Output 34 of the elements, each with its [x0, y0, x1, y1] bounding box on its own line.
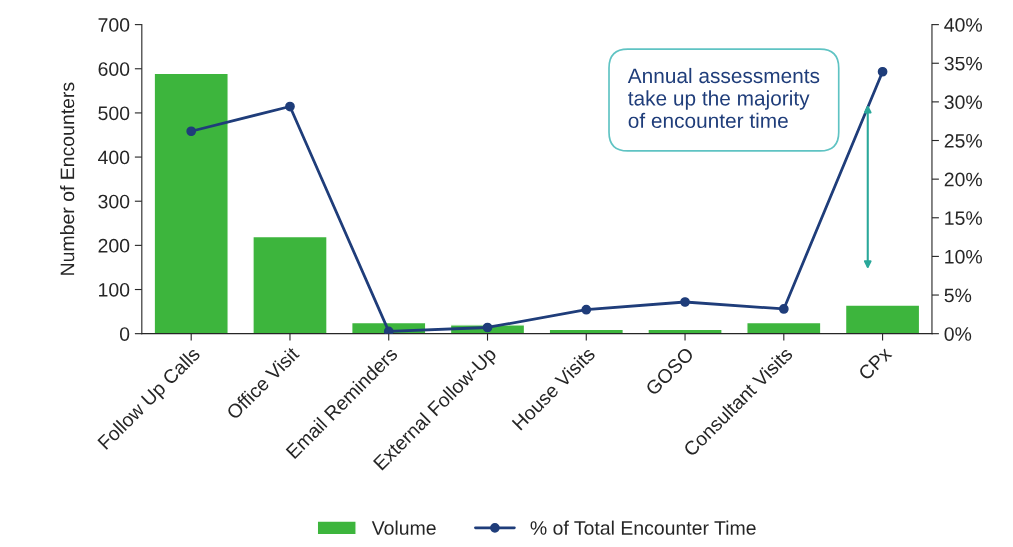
y2-tick-label: 15% [945, 211, 982, 226]
y-tick-label: 400 [98, 150, 130, 165]
y-tick-label: 300 [98, 194, 130, 209]
y-tick-label: 100 [99, 282, 130, 297]
y-tick-label: 0 [119, 327, 130, 341]
y-tick-label: 700 [98, 18, 130, 32]
y2-tick-label: 10% [945, 249, 982, 264]
bar [153, 72, 229, 334]
y2-tick-label: 25% [944, 133, 982, 148]
legend-label: Volume [371, 520, 436, 535]
annotation: Annual assessments take up the majority of encounter time [627, 67, 820, 129]
point [482, 322, 493, 333]
point [285, 101, 295, 112]
point [877, 66, 888, 77]
y2-tick-label: 30% [944, 95, 982, 110]
y2-tick-label: 20% [944, 172, 982, 187]
point [680, 297, 690, 307]
y2-tick-label: 5% [944, 288, 972, 303]
bar [746, 321, 822, 334]
y-tick-label: 200 [98, 238, 130, 253]
point [186, 126, 197, 137]
y2-tick-label: 35% [944, 56, 982, 71]
bar [252, 235, 328, 334]
y-tick-label: 500 [98, 106, 130, 121]
bar [844, 304, 921, 334]
point [383, 326, 394, 334]
y-tick-label: 600 [98, 62, 130, 76]
y2-tick-label: 0% [944, 327, 972, 341]
y-axis-title: Number of Encounters [60, 82, 75, 275]
point [778, 304, 789, 314]
legend-label: % of Total Encounter Time [530, 520, 756, 535]
x-tick-label: CPx [857, 345, 893, 381]
point [581, 304, 592, 315]
y2-tick-label: 40% [944, 18, 982, 32]
